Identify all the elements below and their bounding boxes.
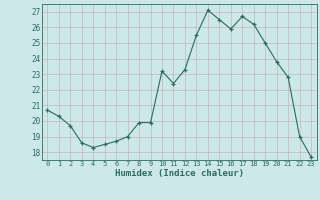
X-axis label: Humidex (Indice chaleur): Humidex (Indice chaleur) (115, 169, 244, 178)
